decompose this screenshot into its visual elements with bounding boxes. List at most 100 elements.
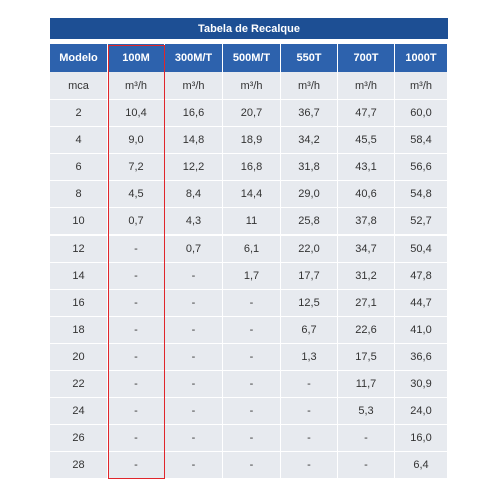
data-cell: -	[108, 371, 165, 399]
data-cell: -	[108, 425, 165, 453]
data-cell: 43,1	[338, 154, 395, 182]
data-cell: 1,3	[281, 343, 338, 371]
header-cell: 1000T	[395, 44, 448, 72]
data-cell: -	[281, 398, 338, 426]
data-cell: 36,7	[281, 100, 338, 128]
data-cell: 16,8	[223, 154, 281, 182]
data-cell: -	[108, 235, 165, 263]
data-cell: -	[223, 371, 281, 399]
data-cell: -	[165, 452, 223, 480]
data-cell: -	[165, 371, 223, 399]
header-cell: 300M/T	[165, 44, 223, 72]
data-cell: -	[165, 289, 223, 317]
data-cell: 50,4	[395, 235, 448, 263]
data-cell: -	[338, 425, 395, 453]
data-cell: -	[223, 343, 281, 371]
unit-cell: m³/h	[223, 72, 281, 100]
data-cell: 60,0	[395, 100, 448, 128]
data-cell: 20,7	[223, 100, 281, 128]
data-cell: 22,0	[281, 235, 338, 263]
data-cell: 28	[50, 452, 108, 480]
data-cell: 10,4	[108, 100, 165, 128]
data-cell: 1,7	[223, 262, 281, 290]
data-cell: 45,5	[338, 127, 395, 155]
data-cell: -	[223, 425, 281, 453]
data-cell: -	[108, 452, 165, 480]
data-cell: -	[108, 316, 165, 344]
data-cell: 18	[50, 316, 108, 344]
unit-cell: m³/h	[281, 72, 338, 100]
data-cell: 6,4	[395, 452, 448, 480]
data-cell: 16,6	[165, 100, 223, 128]
unit-cell: m³/h	[395, 72, 448, 100]
data-cell: 8	[50, 181, 108, 209]
data-cell: 27,1	[338, 289, 395, 317]
data-cell: 6	[50, 154, 108, 182]
data-cell: 0,7	[108, 208, 165, 236]
data-cell: 17,5	[338, 343, 395, 371]
data-cell: -	[108, 289, 165, 317]
data-cell: 8,4	[165, 181, 223, 209]
data-cell: 11,7	[338, 371, 395, 399]
data-cell: -	[165, 425, 223, 453]
data-cell: 47,8	[395, 262, 448, 290]
data-cell: 4,3	[165, 208, 223, 236]
data-cell: 4	[50, 127, 108, 155]
data-cell: 0,7	[165, 235, 223, 263]
data-cell: 6,1	[223, 235, 281, 263]
data-cell: 12	[50, 235, 108, 263]
data-cell: 16,0	[395, 425, 448, 453]
data-cell: -	[281, 425, 338, 453]
data-cell: 54,8	[395, 181, 448, 209]
data-cell: 18,9	[223, 127, 281, 155]
data-cell: 56,6	[395, 154, 448, 182]
data-cell: 34,2	[281, 127, 338, 155]
header-cell: 550T	[281, 44, 338, 72]
header-cell: 100M	[108, 44, 165, 72]
data-cell: 30,9	[395, 371, 448, 399]
data-cell: 25,8	[281, 208, 338, 236]
data-cell: 34,7	[338, 235, 395, 263]
unit-cell: m³/h	[338, 72, 395, 100]
data-cell: 26	[50, 425, 108, 453]
data-cell: -	[165, 316, 223, 344]
data-cell: 12,2	[165, 154, 223, 182]
data-cell: 9,0	[108, 127, 165, 155]
data-cell: 11	[223, 208, 281, 236]
data-cell: 22	[50, 371, 108, 399]
data-cell: 7,2	[108, 154, 165, 182]
data-cell: 29,0	[281, 181, 338, 209]
data-cell: 14,8	[165, 127, 223, 155]
unit-cell: m³/h	[108, 72, 165, 100]
data-cell: 22,6	[338, 316, 395, 344]
data-cell: 31,8	[281, 154, 338, 182]
data-cell: 31,2	[338, 262, 395, 290]
data-cell: 14	[50, 262, 108, 290]
data-cell: 47,7	[338, 100, 395, 128]
data-cell: -	[165, 398, 223, 426]
data-cell: 10	[50, 208, 108, 236]
header-cell: 700T	[338, 44, 395, 72]
data-cell: -	[281, 452, 338, 480]
data-cell: -	[281, 371, 338, 399]
data-cell: -	[223, 289, 281, 317]
data-cell: -	[108, 398, 165, 426]
data-cell: 52,7	[395, 208, 448, 236]
data-cell: -	[223, 398, 281, 426]
unit-cell: m³/h	[165, 72, 223, 100]
data-cell: 16	[50, 289, 108, 317]
data-cell: 6,7	[281, 316, 338, 344]
data-cell: 40,6	[338, 181, 395, 209]
data-cell: 5,3	[338, 398, 395, 426]
header-cell: 500M/T	[223, 44, 281, 72]
data-cell: -	[223, 316, 281, 344]
data-cell: 41,0	[395, 316, 448, 344]
table-title: Tabela de Recalque	[50, 18, 448, 39]
unit-cell: mca	[50, 72, 108, 100]
data-cell: 24	[50, 398, 108, 426]
data-cell: 37,8	[338, 208, 395, 236]
data-cell: 24,0	[395, 398, 448, 426]
data-cell: -	[108, 343, 165, 371]
data-cell: 36,6	[395, 343, 448, 371]
